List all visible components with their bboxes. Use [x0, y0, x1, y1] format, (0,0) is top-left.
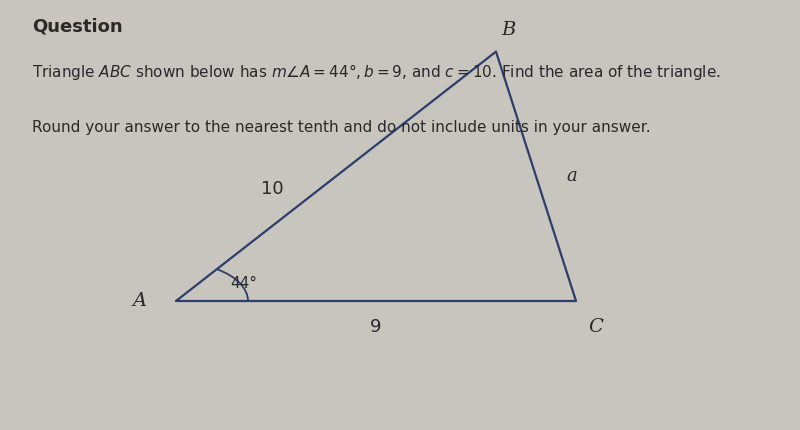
Text: Round your answer to the nearest tenth and do not include units in your answer.: Round your answer to the nearest tenth a… — [32, 120, 650, 135]
Text: 9: 9 — [370, 318, 382, 336]
Text: B: B — [501, 21, 515, 39]
Text: 10: 10 — [261, 180, 283, 198]
Text: C: C — [589, 318, 603, 336]
Text: Triangle $\mathit{ABC}$ shown below has $m\angle A = 44°, b = 9$, and $c = 10$. : Triangle $\mathit{ABC}$ shown below has … — [32, 62, 721, 83]
Text: 44°: 44° — [230, 276, 258, 291]
Text: a: a — [566, 167, 578, 185]
Text: A: A — [133, 292, 147, 310]
Text: Question: Question — [32, 17, 122, 35]
